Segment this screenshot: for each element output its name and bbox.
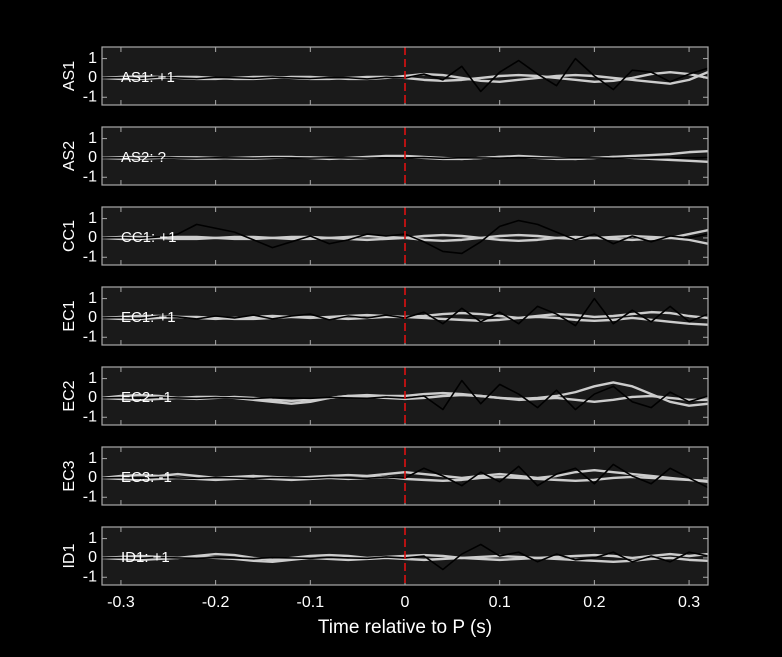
y-axis-label: AS2: [61, 141, 78, 171]
y-tick-label: -1: [83, 488, 97, 505]
x-tick-label: 0.3: [678, 594, 700, 611]
y-tick-label: 1: [88, 130, 97, 147]
trace-annotation: ID1: +1: [121, 549, 170, 566]
y-tick-label: 1: [88, 210, 97, 227]
y-tick-label: 0: [88, 389, 97, 406]
y-tick-label: 1: [88, 50, 97, 67]
y-tick-label: -1: [83, 568, 97, 585]
x-tick-label: -0.1: [297, 594, 325, 611]
plot-frame: [101, 526, 709, 586]
y-tick-label: 1: [88, 450, 97, 467]
y-tick-label: -1: [83, 248, 97, 265]
plot-frame: [101, 286, 709, 346]
plot-frame: [101, 206, 709, 266]
y-axis-label: AS1: [61, 61, 78, 91]
x-tick-label: -0.2: [202, 594, 230, 611]
x-tick-label: 0.2: [583, 594, 605, 611]
x-tick-label: -0.3: [107, 594, 135, 611]
y-tick-label: 1: [88, 530, 97, 547]
y-axis-label: EC1: [61, 300, 78, 331]
y-tick-label: 0: [88, 229, 97, 246]
y-tick-label: 0: [88, 309, 97, 326]
plot-frame: [101, 46, 709, 106]
plot-frame: [101, 366, 709, 426]
y-axis-label: EC2: [61, 380, 78, 411]
y-tick-label: 1: [88, 370, 97, 387]
trace-annotation: AS2: ?: [121, 149, 166, 166]
y-axis-label: EC3: [61, 460, 78, 491]
y-tick-label: -1: [83, 168, 97, 185]
x-axis-label: Time relative to P (s): [318, 617, 492, 638]
y-tick-label: -1: [83, 88, 97, 105]
plot-frame: [101, 126, 709, 186]
y-axis-label: CC1: [61, 220, 78, 252]
y-tick-label: -1: [83, 408, 97, 425]
trace-annotation: EC3: -1: [121, 469, 172, 486]
trace-annotation: AS1: +1: [121, 69, 175, 86]
y-tick-label: 0: [88, 149, 97, 166]
trace-annotation: CC1: +1: [121, 229, 176, 246]
y-axis-label: ID1: [61, 543, 78, 568]
trace-annotation: EC1: +1: [121, 309, 176, 326]
y-tick-label: -1: [83, 328, 97, 345]
x-tick-label: 0: [401, 594, 410, 611]
y-tick-label: 0: [88, 469, 97, 486]
y-tick-label: 0: [88, 69, 97, 86]
y-tick-label: 0: [88, 549, 97, 566]
y-tick-label: 1: [88, 290, 97, 307]
trace-annotation: EC2: -1: [121, 389, 172, 406]
plot-frame: [101, 446, 709, 506]
x-tick-label: 0.1: [489, 594, 511, 611]
